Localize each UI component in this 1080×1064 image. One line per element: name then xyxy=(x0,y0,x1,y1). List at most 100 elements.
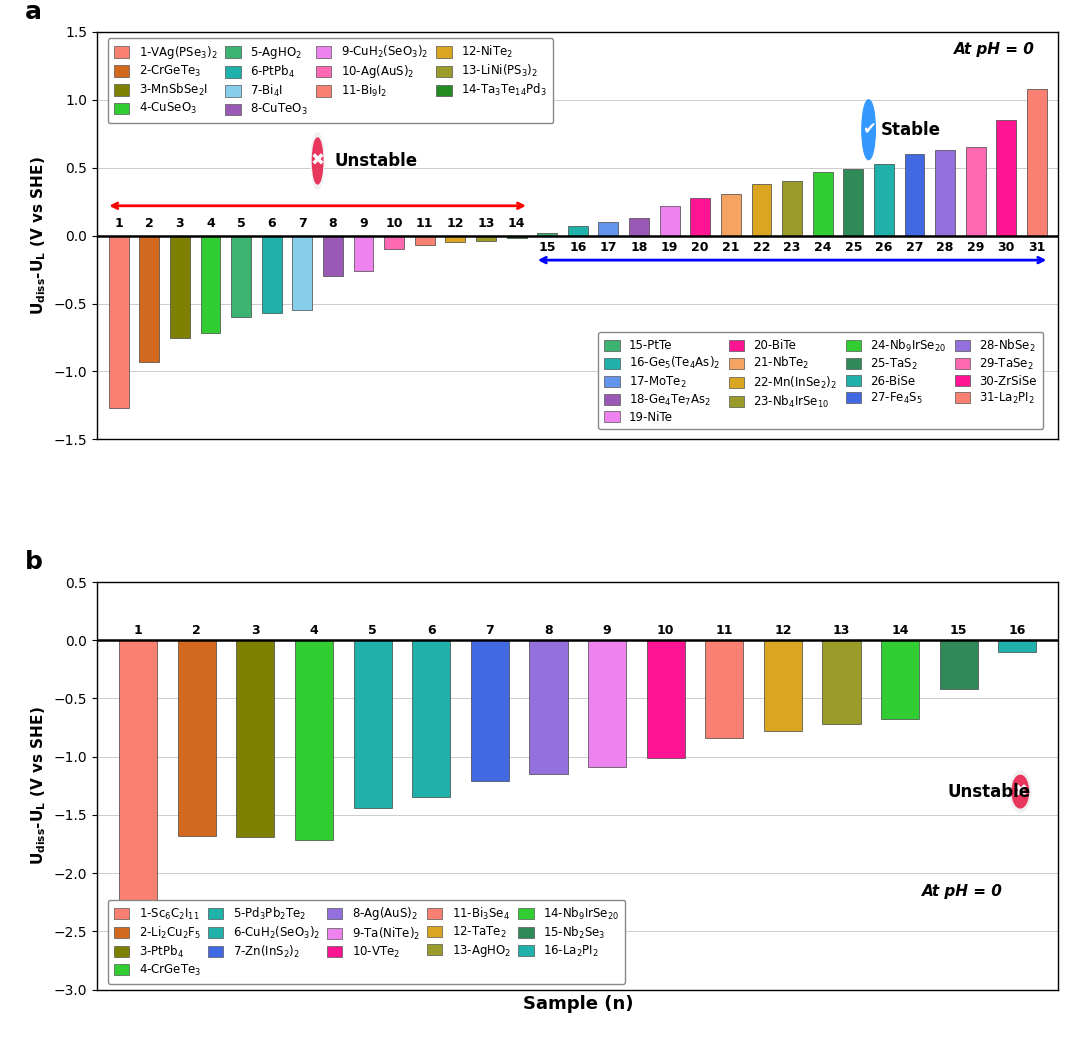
Text: 23: 23 xyxy=(783,242,800,254)
Bar xyxy=(588,641,626,767)
Bar xyxy=(295,641,333,841)
Bar xyxy=(998,641,1037,652)
Bar xyxy=(471,641,509,781)
Text: 14: 14 xyxy=(508,217,525,230)
Text: Unstable: Unstable xyxy=(335,152,418,170)
Text: 5: 5 xyxy=(237,217,245,230)
Bar xyxy=(415,235,434,245)
Text: 14: 14 xyxy=(891,625,909,637)
Text: 8: 8 xyxy=(328,217,337,230)
Circle shape xyxy=(311,133,324,189)
Text: 24: 24 xyxy=(814,242,832,254)
Bar xyxy=(445,235,465,243)
Text: Stable: Stable xyxy=(881,120,941,138)
Text: 15: 15 xyxy=(539,242,556,254)
Text: 2: 2 xyxy=(145,217,153,230)
Bar xyxy=(261,235,282,313)
Text: 6: 6 xyxy=(427,625,435,637)
Text: 9: 9 xyxy=(360,217,368,230)
Bar xyxy=(201,235,220,333)
Text: 5: 5 xyxy=(368,625,377,637)
Text: 25: 25 xyxy=(845,242,862,254)
Text: 8: 8 xyxy=(544,625,553,637)
Bar xyxy=(507,235,527,238)
Bar xyxy=(966,148,986,235)
Bar xyxy=(353,235,374,271)
Bar xyxy=(823,641,861,725)
Bar xyxy=(782,181,802,235)
Text: 16: 16 xyxy=(569,242,586,254)
Text: 10: 10 xyxy=(657,625,675,637)
Text: 13: 13 xyxy=(833,625,850,637)
Text: 4: 4 xyxy=(310,625,319,637)
Bar xyxy=(705,641,743,738)
Bar xyxy=(353,641,392,808)
Text: 9: 9 xyxy=(603,625,611,637)
Text: 27: 27 xyxy=(906,242,923,254)
Text: 3: 3 xyxy=(252,625,260,637)
Text: 18: 18 xyxy=(631,242,648,254)
Text: 16: 16 xyxy=(1009,625,1026,637)
Bar xyxy=(413,641,450,797)
Bar xyxy=(109,235,129,409)
Text: 19: 19 xyxy=(661,242,678,254)
Text: 10: 10 xyxy=(386,217,403,230)
Text: 4: 4 xyxy=(206,217,215,230)
Circle shape xyxy=(1012,776,1028,808)
Bar xyxy=(170,235,190,337)
Text: 30: 30 xyxy=(998,242,1015,254)
Text: Unstable: Unstable xyxy=(947,783,1030,800)
Bar xyxy=(529,641,568,775)
Text: 28: 28 xyxy=(936,242,954,254)
Text: 2: 2 xyxy=(192,625,201,637)
Bar xyxy=(537,233,557,235)
Bar xyxy=(323,235,342,277)
Text: ✖: ✖ xyxy=(311,152,325,170)
Bar xyxy=(935,150,955,235)
Bar xyxy=(119,641,158,981)
Legend: 1-Sc$_6$C$_2$I$_{11}$, 2-Li$_2$Cu$_2$F$_5$, 3-PtPb$_4$, 4-CrGeTe$_3$, 5-Pd$_3$Pb: 1-Sc$_6$C$_2$I$_{11}$, 2-Li$_2$Cu$_2$F$_… xyxy=(108,899,625,983)
Text: 7: 7 xyxy=(486,625,495,637)
Bar xyxy=(690,198,711,235)
Text: 20: 20 xyxy=(691,242,708,254)
Text: 17: 17 xyxy=(599,242,617,254)
Circle shape xyxy=(312,138,323,184)
Legend: 15-PtTe, 16-Ge$_5$(Te$_4$As)$_2$, 17-MoTe$_2$, 18-Ge$_4$Te$_7$As$_2$, 19-NiTe, 2: 15-PtTe, 16-Ge$_5$(Te$_4$As)$_2$, 17-MoT… xyxy=(598,332,1043,430)
Bar xyxy=(178,641,216,836)
Bar xyxy=(905,154,924,235)
Y-axis label: U$_{\mathdefault{diss}}$-U$_{\mathdefault{L}}$ (V vs SHE): U$_{\mathdefault{diss}}$-U$_{\mathdefaul… xyxy=(29,706,49,865)
Text: 1: 1 xyxy=(114,217,123,230)
Bar xyxy=(660,205,679,235)
Text: 3: 3 xyxy=(176,217,185,230)
Text: b: b xyxy=(25,550,43,573)
Text: 11: 11 xyxy=(716,625,733,637)
Text: At pH = 0: At pH = 0 xyxy=(954,43,1035,57)
Bar xyxy=(764,641,802,731)
Bar xyxy=(874,164,894,235)
Bar xyxy=(384,235,404,249)
Text: a: a xyxy=(25,0,42,23)
Bar xyxy=(940,641,977,689)
Text: 26: 26 xyxy=(875,242,892,254)
Bar xyxy=(813,171,833,235)
Text: 6: 6 xyxy=(268,217,276,230)
Text: 1: 1 xyxy=(134,625,143,637)
Text: 22: 22 xyxy=(753,242,770,254)
Text: 11: 11 xyxy=(416,217,433,230)
Bar xyxy=(647,641,685,758)
Text: ✖: ✖ xyxy=(1013,783,1027,800)
Bar xyxy=(1027,89,1047,235)
Circle shape xyxy=(1010,771,1030,812)
Text: 31: 31 xyxy=(1028,242,1045,254)
Bar xyxy=(997,120,1016,235)
Text: 12: 12 xyxy=(774,625,792,637)
Bar xyxy=(843,169,863,235)
X-axis label: Sample (n): Sample (n) xyxy=(523,995,633,1013)
Bar xyxy=(721,194,741,235)
Text: 21: 21 xyxy=(723,242,740,254)
Text: At pH = 0: At pH = 0 xyxy=(922,883,1002,899)
Circle shape xyxy=(862,100,876,160)
Text: 13: 13 xyxy=(477,217,495,230)
Bar xyxy=(476,235,496,242)
Text: 12: 12 xyxy=(447,217,464,230)
